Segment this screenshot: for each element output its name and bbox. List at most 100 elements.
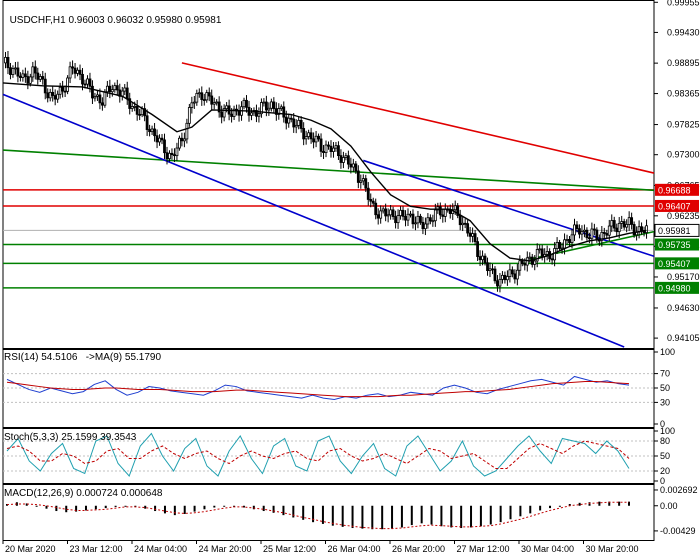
macd-bar [203, 505, 206, 510]
macd-bar [272, 505, 275, 513]
candle-body [269, 101, 273, 109]
candle-body [458, 215, 462, 226]
candle-body [237, 110, 241, 116]
candle-body [322, 150, 325, 154]
candle-body [317, 135, 320, 140]
candle-body [369, 199, 373, 202]
candle-body [217, 101, 221, 113]
candle-body [602, 231, 606, 234]
candle-body [496, 280, 499, 287]
candle-body [342, 157, 345, 163]
candle-body [456, 205, 460, 216]
macd-bar [55, 505, 58, 512]
macd-bar [65, 505, 68, 513]
candle-body [148, 129, 151, 133]
level-tag [655, 257, 699, 270]
macd-signal-line [6, 501, 629, 530]
candle-body [386, 214, 390, 217]
candle-body [595, 229, 599, 241]
candle-body [381, 208, 385, 212]
candle-body [71, 66, 74, 69]
candle-body [399, 209, 402, 217]
candle-body [501, 274, 504, 280]
macd-bar [460, 505, 463, 529]
candle-body [441, 214, 445, 217]
candle-body [46, 92, 50, 99]
candle-body [304, 136, 308, 140]
time-tick-label: 20 Mar 2020 [5, 544, 56, 554]
macd-panel-frame [2, 484, 655, 541]
candle-body [443, 208, 447, 217]
candle-body [473, 233, 477, 243]
level-tag [655, 238, 699, 251]
candle-body [205, 92, 209, 101]
rsi-tick-label: 30 [660, 397, 670, 407]
time-tick-label: 24 Mar 04:00 [134, 544, 187, 554]
macd-bar [75, 505, 78, 512]
trendline [363, 159, 655, 258]
macd-bar [84, 505, 87, 511]
candle-body [138, 113, 142, 116]
candle-body [245, 99, 248, 108]
macd-bar [450, 505, 453, 528]
candle-body [570, 234, 574, 243]
candle-body [431, 220, 435, 223]
candle-body [433, 209, 437, 222]
candle-body [605, 233, 609, 236]
candle-body [130, 106, 134, 109]
candle-body [125, 87, 129, 100]
rsi-tick-label: 100 [660, 347, 675, 357]
rsi-series-line [6, 381, 630, 398]
candle-body [384, 208, 388, 217]
macd-bar [124, 505, 127, 507]
candle-body [558, 242, 561, 249]
candle-body [81, 73, 84, 85]
candle-body [86, 78, 89, 85]
macd-bar [578, 502, 581, 506]
candle-body [488, 268, 492, 272]
candle-body [21, 73, 25, 78]
candle-body [178, 137, 181, 149]
candle-body [105, 85, 109, 93]
time-tick-label: 27 Mar 12:00 [457, 544, 510, 554]
macd-bar [549, 505, 552, 509]
candle-body [225, 105, 229, 110]
candle-body [257, 113, 261, 117]
stoch-header: Stoch(5,3,3) 25.1599 39.3543 [4, 432, 137, 443]
macd-bar [262, 505, 265, 512]
candle-body [287, 117, 291, 124]
level-label: 0.94980 [658, 283, 691, 293]
candle-body [31, 66, 35, 78]
stoch-tick-label: 100 [660, 426, 675, 436]
candle-body [264, 101, 268, 111]
rsi-header: RSI(14) 54.5106 ->MA(9) 55.1790 [4, 352, 162, 363]
candle-body [133, 105, 137, 108]
candle-body [518, 260, 522, 271]
candle-body [26, 76, 30, 84]
candle-body [401, 209, 405, 217]
candle-body [607, 225, 611, 236]
candle-body [173, 154, 176, 157]
candle-body [302, 128, 306, 140]
candle-body [88, 78, 92, 87]
candle-body [476, 241, 479, 257]
macd-bar [45, 505, 48, 509]
candle-body [585, 229, 589, 239]
candle-body [580, 231, 584, 235]
macd-bar [193, 505, 196, 512]
candle-body [486, 262, 489, 272]
candle-body [597, 239, 601, 242]
macd-bar [233, 505, 236, 507]
candle-body [374, 202, 378, 216]
candle-body [436, 206, 440, 211]
candle-body [242, 99, 246, 108]
macd-bar [183, 505, 186, 514]
candle-body [498, 278, 502, 287]
candle-body [339, 155, 343, 163]
level-label: 0.95407 [658, 259, 691, 269]
symbol-timeframe: USDCHF,H1 [9, 15, 66, 26]
candle-body [163, 139, 166, 154]
macd-bar [6, 504, 8, 506]
macd-header: MACD(12,26,9) 0.000724 0.000648 [4, 488, 163, 499]
